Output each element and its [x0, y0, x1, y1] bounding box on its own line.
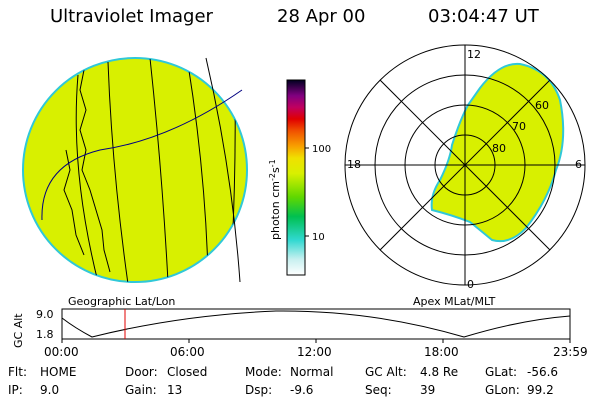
flt-label: Flt:: [8, 365, 27, 379]
altitude-x-ticks: [61, 339, 571, 343]
altitude-plot-frame: [61, 308, 571, 340]
mlt-label-12: 12: [467, 48, 481, 61]
mode-label: Mode:: [245, 365, 282, 379]
colorbar-tick-marks: [305, 147, 309, 237]
outer-meridian-line: [205, 57, 241, 283]
mlat-label-70: 70: [512, 120, 526, 133]
seq-value: 39: [420, 383, 436, 397]
mlat-label-80: 80: [492, 142, 506, 155]
coastline-outline: [63, 149, 85, 256]
mlt-label-6: 6: [575, 158, 582, 171]
dsp-value: -9.6: [290, 383, 314, 397]
latitude-circle: [41, 89, 243, 221]
mlt-label-18: 18: [347, 158, 361, 171]
mode-value: Normal: [290, 365, 334, 379]
flt-value: HOME: [40, 365, 77, 379]
image-time: 03:04:47 UT: [428, 6, 539, 27]
mlat-label-60: 60: [535, 99, 549, 112]
dsp-label: Dsp:: [245, 383, 273, 397]
geographic-label: Geographic Lat/Lon: [68, 295, 176, 308]
colorbar-unit-label: photon cm-2s-1: [268, 159, 282, 240]
glat-value: -56.6: [527, 365, 559, 379]
seq-label: Seq:: [365, 383, 392, 397]
meridian-line: [187, 63, 209, 273]
colorbar-scale: [286, 79, 306, 276]
meridian-line: [107, 61, 129, 282]
altitude-ytick-min: 1.8: [36, 328, 54, 341]
door-label: Door:: [125, 365, 158, 379]
glon-value: 99.2: [527, 383, 554, 397]
apex-label: Apex MLat/MLT: [413, 295, 496, 308]
altitude-xtick-2359: 23:59: [553, 345, 588, 359]
meridian-line: [149, 58, 169, 282]
altitude-ytick-max: 9.0: [36, 308, 54, 321]
altitude-xtick-1800: 18:00: [424, 345, 459, 359]
altitude-ylabel: GC Alt: [12, 313, 25, 348]
colorbar-tick-100: 100: [312, 144, 331, 155]
gain-label: Gain:: [125, 383, 157, 397]
colorbar-tick-10: 10: [312, 232, 325, 243]
meridian-line: [75, 74, 99, 282]
mlt-label-0: 0: [467, 278, 474, 291]
image-date: 28 Apr 00: [277, 6, 366, 27]
altitude-xtick-0600: 06:00: [170, 345, 205, 359]
instrument-title: Ultraviolet Imager: [50, 6, 213, 27]
ip-value: 9.0: [40, 383, 60, 397]
gcalt-label: GC Alt:: [365, 365, 407, 379]
gcalt-value: 4.8 Re: [420, 365, 459, 379]
door-value: Closed: [167, 365, 208, 379]
ip-label: IP:: [8, 383, 23, 397]
coastline-outline: [79, 69, 111, 273]
polar-grid: [344, 44, 586, 286]
glat-label: GLat:: [485, 365, 518, 379]
altitude-curve: [61, 310, 571, 338]
geographic-disk: [22, 57, 248, 283]
glon-label: GLon:: [485, 383, 520, 397]
altitude-xtick-0000: 00:00: [44, 345, 79, 359]
gain-value: 13: [167, 383, 183, 397]
altitude-xtick-1200: 12:00: [297, 345, 332, 359]
